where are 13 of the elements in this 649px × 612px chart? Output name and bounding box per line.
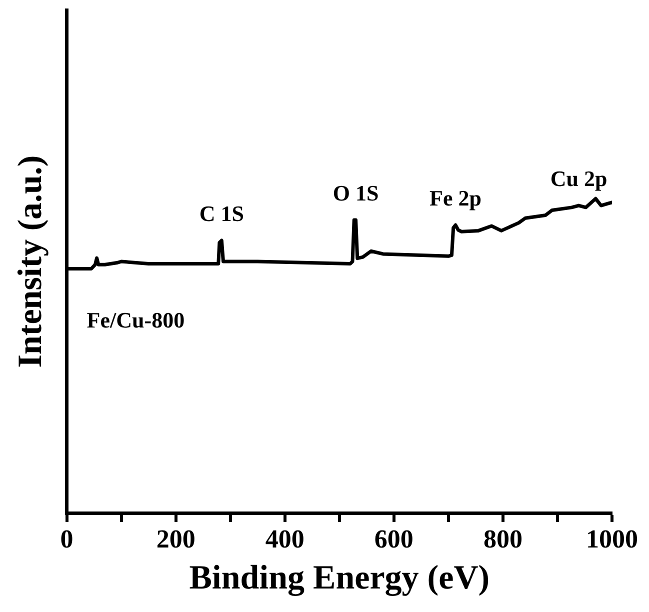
x-axis-title: Binding Energy (eV) (189, 559, 490, 596)
x-tick-label: 1000 (586, 524, 638, 554)
y-axis-title: Intensity (a.u.) (12, 155, 50, 368)
annotation: Cu 2p (550, 166, 608, 192)
x-tick-label: 400 (265, 524, 304, 554)
x-tick-label: 800 (483, 524, 522, 554)
x-tick-label: 200 (156, 524, 196, 554)
annotation: C 1S (199, 201, 244, 226)
annotation: Fe/Cu-800 (86, 308, 185, 333)
x-tick-label: 600 (374, 524, 414, 554)
annotation: O 1S (332, 180, 379, 206)
x-tick-label: 0 (60, 524, 74, 554)
annotation: Fe 2p (430, 186, 482, 211)
